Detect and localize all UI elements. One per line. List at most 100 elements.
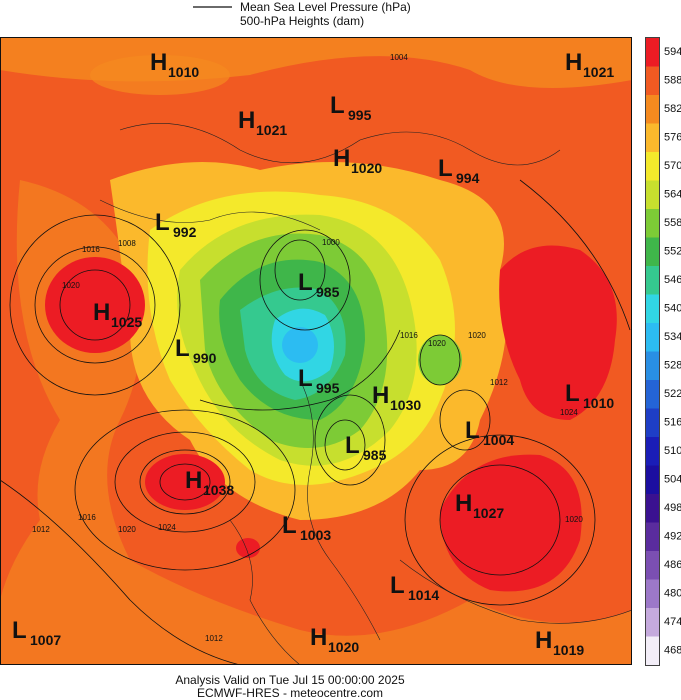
contour-label: 1016 — [78, 513, 96, 522]
colorbar-label: 486 — [664, 559, 681, 571]
pressure-center-value: 1021 — [256, 122, 287, 138]
contour-label: 1004 — [390, 53, 408, 62]
pressure-center-kind: L — [298, 269, 313, 296]
pressure-center-value: 995 — [348, 107, 372, 123]
colorbar-swatch — [646, 408, 659, 437]
contour-label: 1020 — [565, 515, 583, 524]
contour-label: 1000 — [322, 238, 340, 247]
pressure-center-kind: L — [175, 335, 190, 362]
colorbar-swatch — [646, 522, 659, 551]
map-frame — [0, 37, 632, 665]
colorbar-label: 510 — [664, 445, 681, 457]
colorbar-label: 492 — [664, 531, 681, 543]
colorbar-swatch — [646, 608, 659, 637]
colorbar-swatch — [646, 465, 659, 494]
colorbar-swatch — [646, 323, 659, 352]
pressure-center-value: 985 — [363, 447, 387, 463]
pressure-center-kind: H — [150, 49, 167, 76]
colorbar-label: 528 — [664, 360, 681, 372]
pressure-center-value: 1010 — [583, 395, 614, 411]
colorbar-label: 480 — [664, 588, 681, 600]
colorbar-frame — [645, 37, 660, 666]
colorbar-label: 570 — [664, 160, 681, 172]
colorbar-label: 558 — [664, 217, 681, 229]
colorbar-swatch — [646, 38, 659, 67]
pressure-center-value: 985 — [316, 284, 340, 300]
colorbar-swatch — [646, 95, 659, 124]
pressure-center-kind: L — [345, 432, 360, 459]
footer-source: ECMWF-HRES - meteocentre.com — [197, 686, 383, 700]
colorbar-swatch — [646, 152, 659, 181]
pressure-center-value: 1020 — [328, 639, 359, 655]
pressure-center-value: 1025 — [111, 314, 142, 330]
pressure-center-value: 1003 — [300, 527, 331, 543]
contour-label: 1012 — [490, 378, 508, 387]
colorbar-swatch — [646, 579, 659, 608]
pressure-center-kind: H — [333, 145, 350, 172]
pressure-center-kind: L — [390, 572, 405, 599]
pressure-center-value: 1020 — [351, 160, 382, 176]
colorbar-label: 594 — [664, 46, 681, 58]
pressure-center-value: 1014 — [408, 587, 439, 603]
pressure-center-kind: H — [565, 49, 582, 76]
contour-label: 1008 — [118, 239, 136, 248]
contour-label: 1016 — [82, 245, 100, 254]
contour-label: 1012 — [205, 634, 223, 643]
pressure-center-kind: H — [535, 627, 552, 654]
colorbar-label: 564 — [664, 189, 681, 201]
colorbar-label: 534 — [664, 331, 681, 343]
colorbar-label: 588 — [664, 75, 681, 87]
colorbar-label: 498 — [664, 502, 681, 514]
colorbar-label: 540 — [664, 303, 681, 315]
colorbar-swatch — [646, 237, 659, 266]
contour-label: 1020 — [62, 281, 80, 290]
pressure-center-value: 992 — [173, 224, 197, 240]
coastlines — [99, 123, 632, 665]
colorbar-label: 516 — [664, 417, 681, 429]
contour-label: 1012 — [32, 525, 50, 534]
contour-label: 1024 — [560, 408, 578, 417]
colorbar-label: 546 — [664, 274, 681, 286]
legend-line-label: Mean Sea Level Pressure (hPa) — [240, 0, 411, 14]
contour-label: 1020 — [428, 339, 446, 348]
pressure-center-kind: L — [330, 92, 345, 119]
contour-label: 1020 — [118, 525, 136, 534]
pressure-center-value: 1010 — [168, 64, 199, 80]
isobars — [0, 179, 631, 665]
colorbar-swatch — [646, 66, 659, 95]
pressure-center-kind: H — [372, 382, 389, 409]
pressure-center-kind: L — [438, 155, 453, 182]
colorbar-swatch — [646, 494, 659, 523]
colorbar-swatch — [646, 294, 659, 323]
colorbar-swatch — [646, 209, 659, 238]
pressure-center-value: 1030 — [390, 397, 421, 413]
colorbar-label: 576 — [664, 132, 681, 144]
pressure-center-value: 1021 — [583, 64, 614, 80]
contour-label: 1020 — [468, 331, 486, 340]
pressure-center-kind: L — [565, 380, 580, 407]
colorbar-swatch — [646, 180, 659, 209]
map — [0, 37, 632, 665]
pressure-center-value: 1027 — [473, 505, 504, 521]
colorbar-label: 474 — [664, 616, 681, 628]
pressure-center-kind: L — [155, 209, 170, 236]
pressure-center-value: 990 — [193, 350, 217, 366]
pressure-center-kind: L — [282, 512, 297, 539]
pressure-center-value: 994 — [456, 170, 480, 186]
colorbar-label: 504 — [664, 474, 681, 486]
colorbar-swatch — [646, 551, 659, 580]
pressure-center-kind: H — [455, 490, 472, 517]
pressure-center-value: 1007 — [30, 632, 61, 648]
pressure-center-value: 1019 — [553, 642, 584, 658]
colorbar-label: 468 — [664, 645, 681, 657]
pressure-center-value: 995 — [316, 380, 340, 396]
contour-label: 1016 — [400, 331, 418, 340]
contour-label: 1024 — [158, 523, 176, 532]
colorbar-swatch — [646, 437, 659, 466]
pressure-center-kind: H — [93, 299, 110, 326]
pressure-center-value: 1004 — [483, 432, 514, 448]
colorbar-label: 582 — [664, 103, 681, 115]
colorbar-swatch — [646, 266, 659, 295]
